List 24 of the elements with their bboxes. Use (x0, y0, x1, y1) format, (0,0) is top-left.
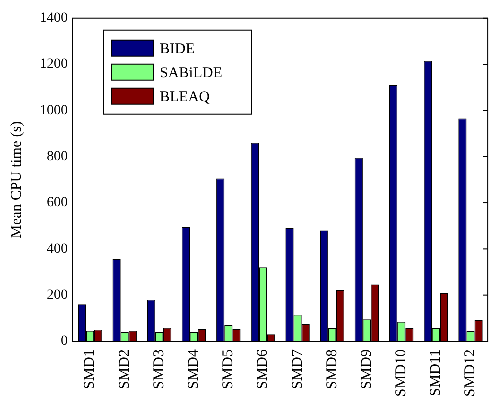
x-tick-label: SMD12 (462, 349, 479, 398)
y-tick-label: 600 (47, 196, 68, 211)
legend-label: BIDE (160, 41, 195, 58)
x-tick-label: SMD2 (116, 349, 133, 390)
x-tick-label: SMD5 (220, 349, 237, 390)
y-tick-label: 1200 (40, 57, 68, 72)
y-tick-label: 1000 (40, 103, 68, 118)
y-tick-label: 800 (47, 150, 68, 165)
x-tick-label: SMD7 (290, 348, 306, 390)
legend-label: SABiLDE (160, 65, 223, 82)
y-tick-label: 1400 (40, 11, 68, 26)
x-tick-label: SMD11 (428, 349, 444, 396)
x-tick-label: SMD9 (358, 349, 375, 390)
y-tick-label: 0 (61, 334, 68, 350)
legend-label: BLEAQ (160, 89, 210, 106)
x-tick-label: SMD1 (82, 349, 98, 390)
x-tick-label: SMD10 (394, 349, 410, 398)
y-tick-label: 400 (47, 242, 68, 257)
y-tick-label: 200 (47, 288, 68, 304)
x-tick-label: SMD3 (151, 349, 168, 390)
y-axis-title: Mean CPU time (s) (8, 121, 25, 238)
x-tick-label: SMD8 (324, 349, 340, 390)
x-tick-label: SMD6 (255, 348, 272, 390)
x-tick-label: SMD4 (186, 348, 202, 390)
